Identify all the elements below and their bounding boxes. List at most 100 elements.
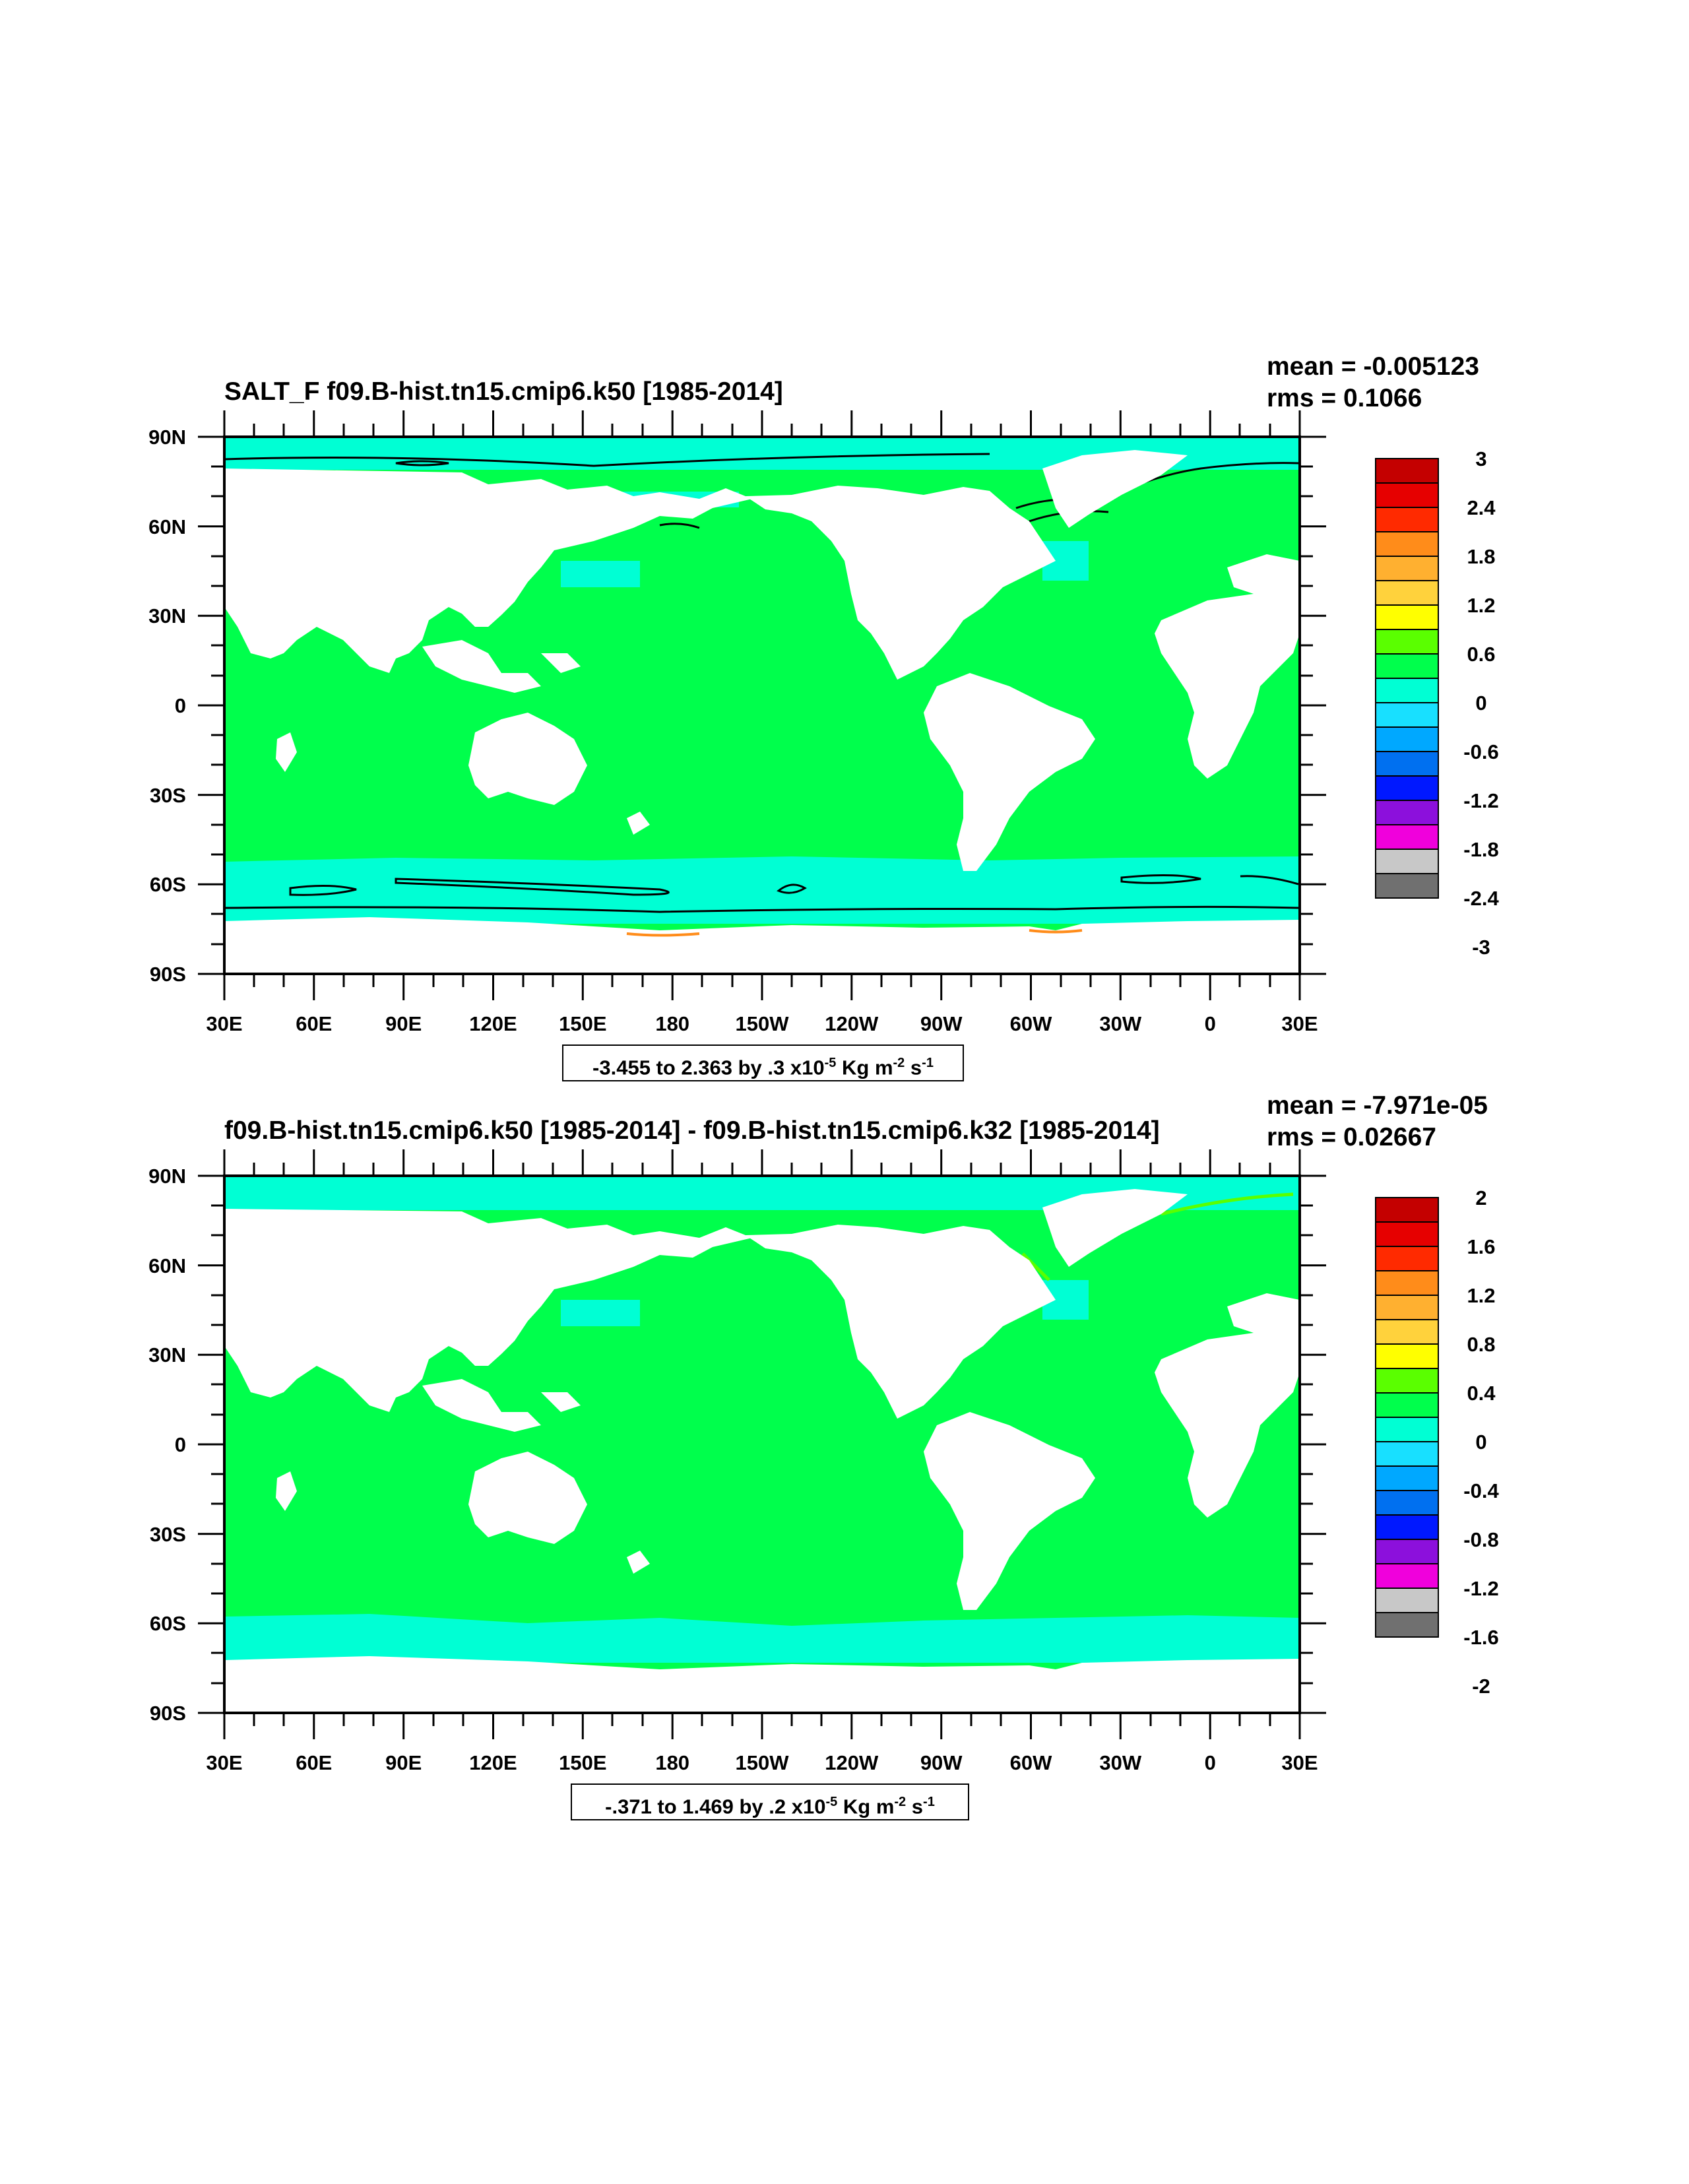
- colorbar-bin: [1376, 1222, 1438, 1246]
- plot-title: f09.B-hist.tn15.cmip6.k50 [1985-2014] - …: [224, 1116, 1160, 1145]
- colorbar-bin: [1376, 1613, 1438, 1637]
- colorbar-bin: [1376, 532, 1438, 556]
- colorbar-bin: [1376, 825, 1438, 849]
- lat-label: 60S: [150, 873, 186, 896]
- southern-ocean-band: [224, 1614, 1300, 1663]
- colorbar-bin: [1376, 507, 1438, 532]
- colorbar-bin: [1376, 556, 1438, 581]
- map-field: [224, 437, 1300, 974]
- colorbar-label: -1.2: [1463, 1577, 1498, 1600]
- colorbar-bin: [1376, 1393, 1438, 1417]
- lon-label: 150E: [559, 1751, 606, 1774]
- colorbar-bin: [1376, 776, 1438, 800]
- map-field: [224, 1176, 1300, 1713]
- lon-label: 150W: [736, 1751, 790, 1774]
- colorbar-bin: [1376, 1442, 1438, 1466]
- mean-stat: mean = -7.971e-05: [1267, 1091, 1488, 1120]
- colorbar-label: 0: [1475, 691, 1486, 715]
- lon-label: 90W: [920, 1012, 963, 1035]
- colorbar-bin: [1376, 1271, 1438, 1295]
- lon-label: 120W: [825, 1012, 879, 1035]
- lat-label: 30N: [148, 604, 186, 627]
- colorbar-bin: [1376, 1246, 1438, 1271]
- lon-label: 30E: [206, 1012, 242, 1035]
- colorbar-label: -0.8: [1463, 1528, 1498, 1551]
- lon-label: 120E: [469, 1751, 517, 1774]
- colorbar-bin: [1376, 800, 1438, 825]
- colorbar-bin: [1376, 1344, 1438, 1368]
- colorbar-bin: [1376, 874, 1438, 898]
- colorbar-bin: [1376, 459, 1438, 483]
- colorbar: 2 1.6 1.2 0.8 0.4 0 -0.4 -0.8 -1.2 -1.6 …: [1375, 1186, 1499, 1698]
- lon-label: 150W: [736, 1012, 790, 1035]
- colorbar-bin: [1376, 1515, 1438, 1539]
- rms-stat: rms = 0.1066: [1267, 384, 1422, 412]
- colorbar-label: 2: [1475, 1186, 1486, 1209]
- colorbar-label: 0.8: [1467, 1333, 1495, 1356]
- mean-stat: mean = -0.005123: [1267, 352, 1479, 381]
- land-masses: [224, 1189, 1300, 1713]
- colorbar-bin: [1376, 1564, 1438, 1588]
- lon-label: 120W: [825, 1751, 879, 1774]
- colorbar-label: -1.2: [1463, 789, 1498, 812]
- colorbar-bin: [1376, 1295, 1438, 1320]
- lat-label: 90S: [150, 963, 186, 986]
- colorbar-label: -2: [1472, 1675, 1490, 1698]
- colorbar: 3 2.4 1.8 1.2 0.6 0 -0.6 -1.2 -1.8 -2.4 …: [1375, 447, 1499, 959]
- lon-label: 60W: [1010, 1751, 1052, 1774]
- colorbar-bin: [1376, 849, 1438, 874]
- land-masses: [224, 450, 1300, 974]
- colorbar-bin: [1376, 727, 1438, 752]
- colorbar-label: 0.4: [1467, 1382, 1496, 1405]
- lon-label: 180: [655, 1751, 689, 1774]
- lon-label: 90W: [920, 1751, 963, 1774]
- lon-label: 60E: [296, 1751, 332, 1774]
- map-plot: 90N 60N 30N 0 30S 60S 90S 30E 60E 90E 12…: [148, 410, 1499, 1035]
- colorbar-bin: [1376, 483, 1438, 507]
- map-plot: 90N 60N 30N 0 30S 60S 90S 30E 60E 90E 12…: [148, 1149, 1499, 1774]
- colorbar-bin: [1376, 1320, 1438, 1344]
- colorbar-label: 1.2: [1467, 1284, 1495, 1307]
- colorbar-label: -3: [1472, 936, 1490, 959]
- lat-label: 30S: [150, 784, 186, 807]
- contour-info-box: -3.455 to 2.363 by .3 x10-5 Kg m-2 s-1: [562, 1044, 964, 1081]
- colorbar-bin: [1376, 1417, 1438, 1442]
- lon-label: 90E: [385, 1751, 422, 1774]
- colorbar-label: 3: [1475, 447, 1486, 470]
- colorbar-label: -0.6: [1463, 740, 1498, 763]
- colorbar-bin: [1376, 678, 1438, 703]
- lon-label: 30W: [1099, 1751, 1141, 1774]
- panel-bottom: f09.B-hist.tn15.cmip6.k50 [1985-2014] - …: [0, 1082, 1689, 1834]
- lon-label: 30E: [206, 1751, 242, 1774]
- colorbar-bin: [1376, 1588, 1438, 1613]
- colorbar-label: 1.6: [1467, 1235, 1495, 1258]
- lat-label: 90N: [148, 1165, 186, 1188]
- colorbar-bin: [1376, 629, 1438, 654]
- southern-ocean-band: [224, 856, 1300, 924]
- colorbar-label: -1.8: [1463, 838, 1498, 861]
- lon-label: 30W: [1099, 1012, 1141, 1035]
- lon-label: 60E: [296, 1012, 332, 1035]
- lon-label: 30E: [1281, 1751, 1318, 1774]
- lat-label: 0: [175, 694, 186, 717]
- colorbar-bin: [1376, 752, 1438, 776]
- lat-label: 60N: [148, 1254, 186, 1277]
- lon-label: 30E: [1281, 1012, 1318, 1035]
- colorbar-label: 1.8: [1467, 545, 1495, 568]
- colorbar-label: -2.4: [1463, 887, 1499, 910]
- lat-label: 30N: [148, 1343, 186, 1366]
- colorbar-label: 2.4: [1467, 496, 1496, 519]
- panel-top: SALT_F f09.B-hist.tn15.cmip6.k50 [1985-2…: [0, 343, 1689, 1095]
- lon-label: 120E: [469, 1012, 517, 1035]
- colorbar-label: 1.2: [1467, 594, 1495, 617]
- lon-label: 90E: [385, 1012, 422, 1035]
- colorbar-bin: [1376, 1368, 1438, 1393]
- lat-label: 60S: [150, 1612, 186, 1635]
- colorbar-bin: [1376, 1198, 1438, 1222]
- lon-label: 180: [655, 1012, 689, 1035]
- colorbar-label: -0.4: [1463, 1479, 1499, 1502]
- lon-label: 0: [1205, 1751, 1216, 1774]
- lat-label: 60N: [148, 515, 186, 538]
- lon-label: 60W: [1010, 1012, 1052, 1035]
- colorbar-label: 0: [1475, 1430, 1486, 1454]
